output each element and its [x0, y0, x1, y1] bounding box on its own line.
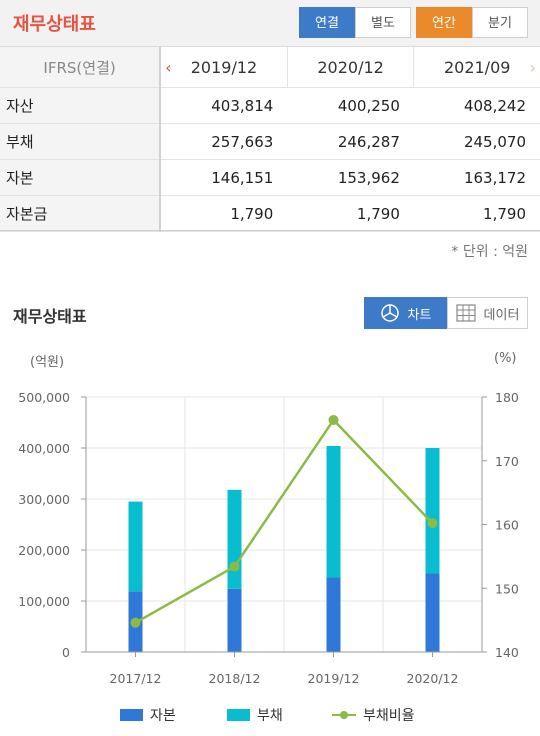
debt-ratio-point [427, 518, 438, 529]
right-axis-unit: (%) [494, 351, 517, 366]
left-tick-label: 0 [62, 645, 70, 660]
table-cell: 1,790 [160, 195, 288, 232]
right-tick-label: 160 [495, 518, 519, 533]
table-cell: 408,242 [413, 87, 540, 124]
table-cell: 403,814 [160, 87, 288, 124]
table-header-row: IFRS(연결) ‹ 2019/12 2020/12 2021/09 › [0, 47, 540, 88]
data-view-button[interactable]: 데이터 [447, 297, 528, 329]
annual-button[interactable]: 연간 [416, 7, 472, 38]
column-header: ‹ 2019/12 [159, 47, 288, 88]
right-tick-label: 140 [495, 645, 519, 660]
x-tick-label: 2020/12 [407, 671, 459, 686]
debt-ratio-point [130, 617, 141, 628]
left-tick-label: 400,000 [18, 441, 70, 456]
right-tick-label: 180 [495, 390, 519, 405]
table-row: 자산 403,814 400,250 408,242 [0, 87, 540, 124]
right-tick-label: 150 [495, 581, 519, 596]
table-corner-label: IFRS(연결) [0, 47, 162, 88]
table-cell: 246,287 [287, 123, 414, 160]
left-tick-label: 200,000 [18, 543, 70, 558]
left-tick-label: 500,000 [18, 390, 70, 405]
legend-equity: 자본 [120, 705, 176, 725]
chart-section-title: 재무상태표 [13, 307, 87, 326]
row-label: 자산 [0, 87, 162, 124]
table-cell: 257,663 [160, 123, 288, 160]
column-header: 2020/12 [286, 47, 414, 88]
bar-segment [128, 501, 143, 592]
legend-line-swatch [332, 711, 356, 719]
consolidation-toggle: 연결 별도 [299, 7, 411, 38]
legend-debt-ratio: 부채비율 [332, 705, 415, 725]
left-tick-label: 100,000 [18, 594, 70, 609]
table-divider [0, 230, 540, 231]
debt-ratio-point [328, 414, 339, 425]
legend-swatch [120, 709, 143, 721]
financial-table: IFRS(연결) ‹ 2019/12 2020/12 2021/09 › 자산 … [0, 47, 540, 232]
balance-sheet-chart: 0 100,000 200,000 300,000 400,000 500,000 140 1… [18, 390, 519, 686]
debt-ratio-point [229, 561, 240, 572]
page-title: 재무상태표 [13, 14, 96, 35]
chart-view-button[interactable]: 차트 [364, 297, 447, 329]
quarterly-button[interactable]: 분기 [472, 7, 528, 38]
table-row: 부채 257,663 246,287 245,070 [0, 123, 540, 160]
separate-button[interactable]: 별도 [355, 7, 411, 38]
legend-liabilities: 부채 [227, 705, 283, 725]
column-header: 2021/09 › [413, 47, 540, 88]
debt-ratio-line [134, 417, 434, 624]
table-cell: 400,250 [287, 87, 414, 124]
table-cell: 146,151 [160, 159, 288, 196]
right-tick-label: 170 [495, 454, 519, 469]
bar-segment [326, 445, 341, 578]
bar-segment [227, 489, 242, 589]
top-header: 재무상태표 연결 별도 연간 분기 [0, 0, 540, 47]
table-cell: 153,962 [287, 159, 414, 196]
pie-chart-icon [380, 304, 399, 322]
period-toggle: 연간 분기 [416, 7, 528, 38]
table-cell: 1,790 [287, 195, 414, 232]
unit-note: * 단위 : 억원 [451, 244, 528, 260]
view-toggle: 차트 데이터 [364, 297, 528, 329]
table-row: 자본금 1,790 1,790 1,790 [0, 195, 540, 232]
x-tick-label: 2019/12 [308, 671, 360, 686]
bar-segment [425, 448, 440, 574]
table-cell: 1,790 [413, 195, 540, 232]
table-grid-icon [455, 304, 476, 322]
x-tick-label: 2018/12 [209, 671, 261, 686]
row-label: 자본금 [0, 195, 162, 232]
bar-segment [227, 588, 242, 652]
consolidated-button[interactable]: 연결 [299, 7, 355, 38]
bar-segment [425, 573, 440, 652]
table-cell: 163,172 [413, 159, 540, 196]
left-tick-label: 300,000 [18, 492, 70, 507]
chevron-left-icon[interactable]: ‹ [165, 58, 172, 77]
chevron-right-icon[interactable]: › [529, 58, 536, 77]
x-tick-label: 2017/12 [110, 671, 162, 686]
legend-swatch [227, 709, 250, 721]
table-cell: 245,070 [413, 123, 540, 160]
row-label: 부채 [0, 123, 162, 160]
table-row: 자본 146,151 153,962 163,172 [0, 159, 540, 196]
bar-segment [326, 577, 341, 652]
row-label: 자본 [0, 159, 162, 196]
left-axis-unit: (억원) [30, 355, 65, 370]
